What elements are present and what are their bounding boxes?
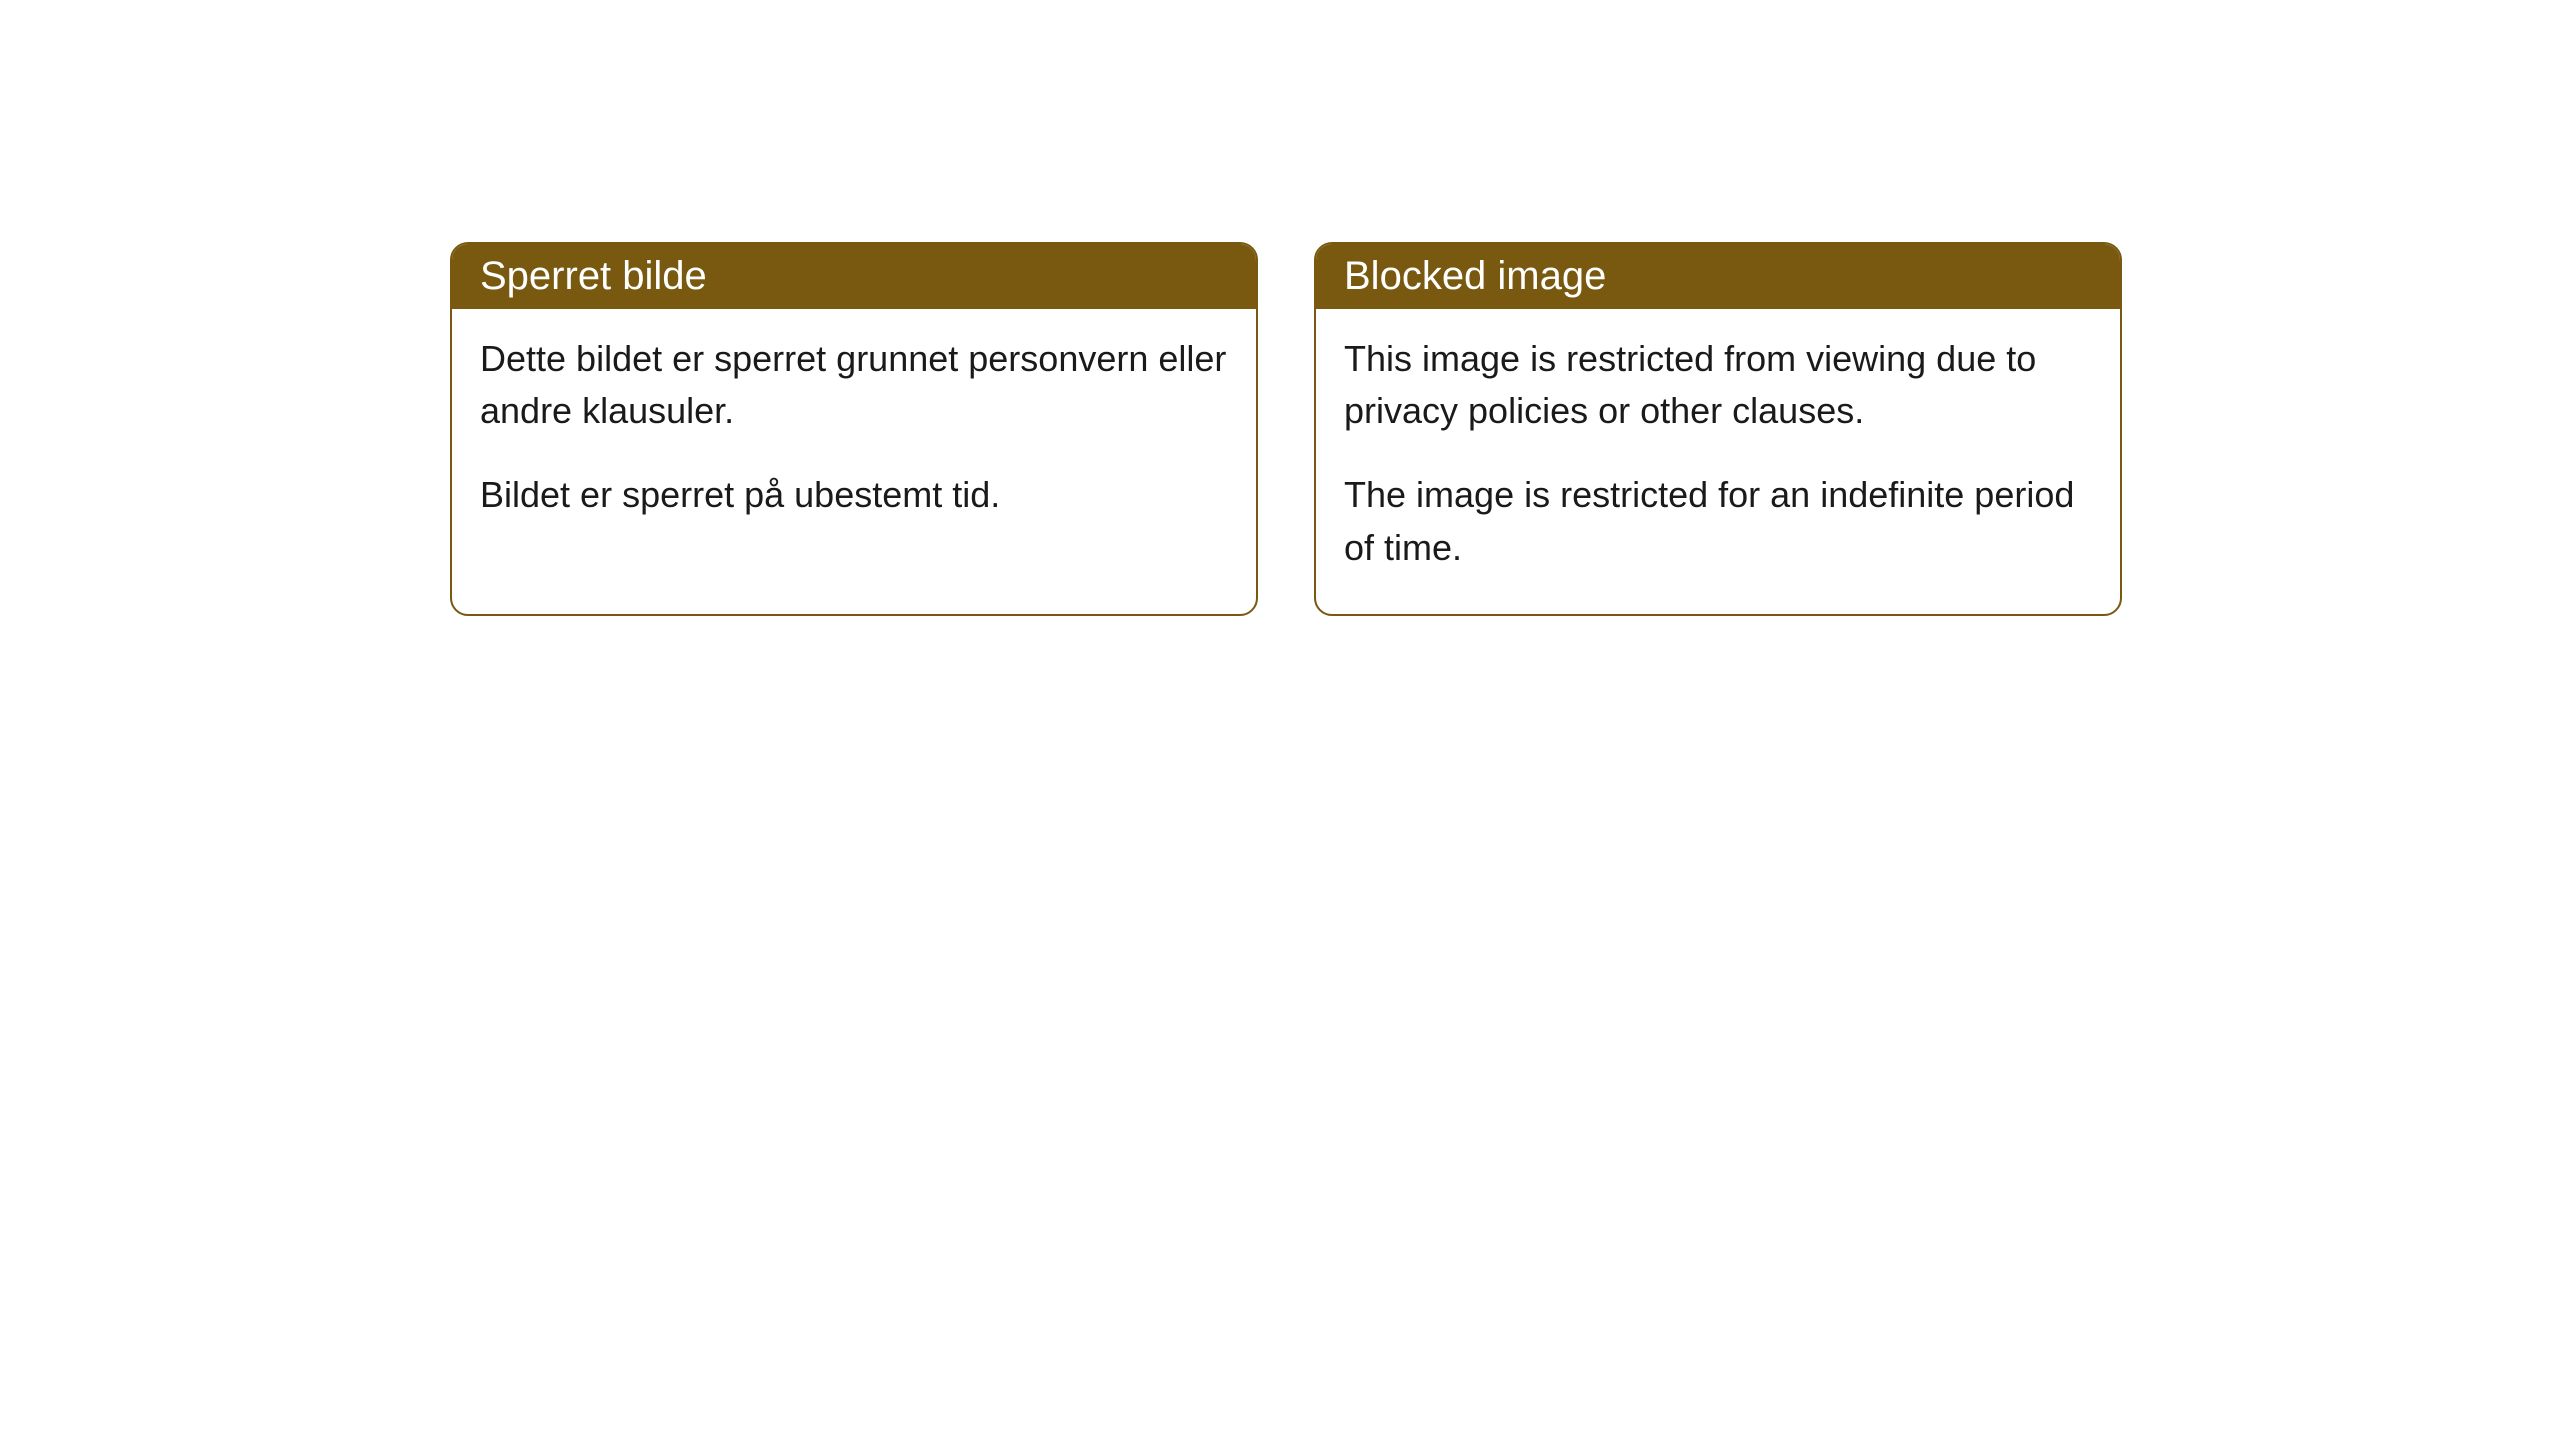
notice-card-english: Blocked image This image is restricted f… xyxy=(1314,242,2122,616)
card-body-english: This image is restricted from viewing du… xyxy=(1316,309,2120,614)
card-paragraph: Bildet er sperret på ubestemt tid. xyxy=(480,469,1228,521)
card-header-english: Blocked image xyxy=(1316,244,2120,309)
card-paragraph: This image is restricted from viewing du… xyxy=(1344,333,2092,437)
card-paragraph: Dette bildet er sperret grunnet personve… xyxy=(480,333,1228,437)
notice-cards-container: Sperret bilde Dette bildet er sperret gr… xyxy=(450,242,2122,616)
card-title: Sperret bilde xyxy=(480,254,707,298)
card-title: Blocked image xyxy=(1344,254,1606,298)
notice-card-norwegian: Sperret bilde Dette bildet er sperret gr… xyxy=(450,242,1258,616)
card-body-norwegian: Dette bildet er sperret grunnet personve… xyxy=(452,309,1256,562)
card-paragraph: The image is restricted for an indefinit… xyxy=(1344,469,2092,573)
card-header-norwegian: Sperret bilde xyxy=(452,244,1256,309)
